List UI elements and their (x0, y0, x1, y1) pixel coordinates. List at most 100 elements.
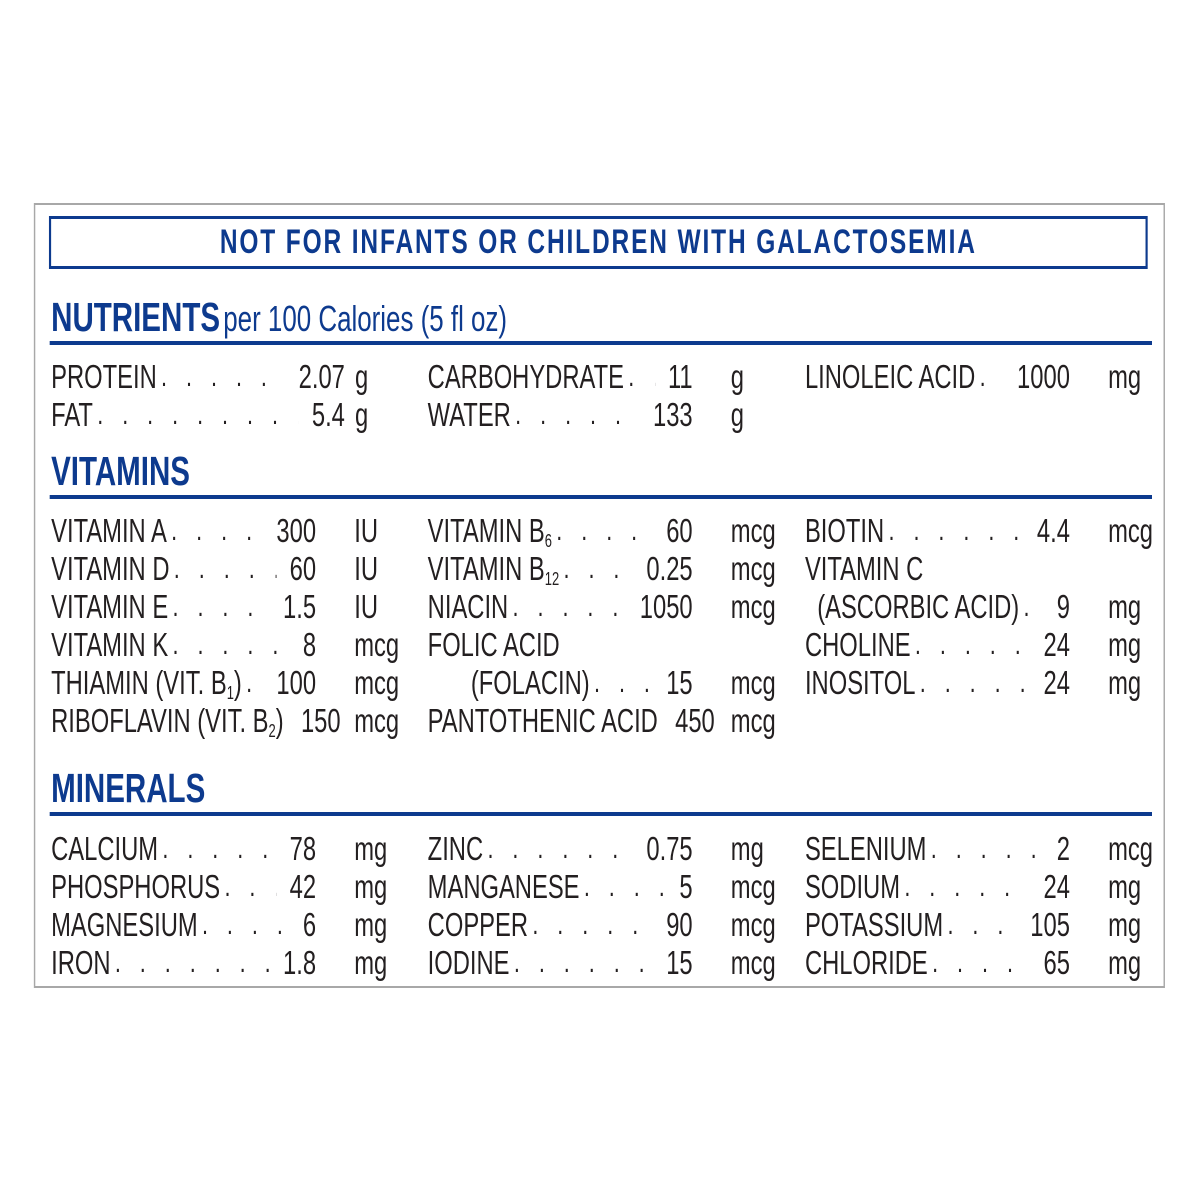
nutrient-name: LINOLEIC ACID (805, 358, 975, 396)
nutrient-unit: g (354, 358, 369, 395)
section-heading-vitamins: VITAMINS (51, 449, 190, 493)
nutrient-name-text: THIAMIN (VIT. B (51, 664, 227, 701)
dot-leader (162, 830, 276, 868)
nutrient-amount: 0.25 (646, 550, 693, 587)
nutrient-name-text: MANGANESE (427, 868, 580, 905)
nutrient-row: COPPER 90 mcg (428, 906, 802, 944)
dot-leader (915, 626, 1031, 664)
nutrient-name: VITAMIN E (51, 588, 168, 626)
dot-leader (888, 512, 1023, 550)
nutrient-amount: 15 (666, 664, 693, 701)
nutrient-name-text: COPPER (427, 906, 529, 943)
nutrient-row: POTASSIUM 105 mg (805, 906, 1179, 944)
section-divider (49, 341, 1152, 345)
section-title: MINERALS (51, 765, 206, 811)
nutrient-unit: mcg (730, 588, 776, 625)
subscript: 12 (544, 569, 560, 589)
nutrient-name-text: NIACIN (427, 588, 509, 625)
subscript: 1 (226, 683, 234, 703)
nutrient-name-text: VITAMIN E (51, 588, 169, 625)
nutrient-name: ZINC (428, 830, 483, 868)
nutrient-row: ZINC 0.75 mg (428, 830, 802, 868)
nutrient-unit: mg (1108, 868, 1142, 905)
dot-leader (980, 358, 1004, 396)
nutrient-name: VITAMIN D (51, 550, 169, 588)
nutrient-row: CHLORIDE 65 mg (805, 944, 1179, 982)
nutrient-name: VITAMIN B6 (428, 512, 552, 550)
nutrient-row: VITAMIN D 60 IU (51, 550, 425, 588)
nutrient-name-text: LINOLEIC ACID (804, 358, 976, 395)
nutrient-row: CHOLINE 24 mg (805, 626, 1179, 664)
nutrient-unit: mcg (730, 868, 776, 905)
nutrient-name-text: CALCIUM (51, 830, 159, 867)
nutrient-unit: IU (354, 512, 378, 549)
nutrient-row: VITAMIN C (805, 550, 1179, 588)
nutrient-amount: 24 (1043, 626, 1070, 663)
dot-leader (563, 550, 633, 588)
nutrient-name: RIBOFLAVIN (VIT. B2) (51, 702, 284, 740)
subscript: 2 (268, 721, 276, 741)
nutrient-name-text: SODIUM (804, 868, 901, 905)
nutrient-name: BIOTIN (805, 512, 884, 550)
nutrient-name-text: FOLIC ACID (427, 626, 560, 663)
dot-leader (532, 906, 653, 944)
subscript: 6 (544, 531, 552, 551)
nutrient-row: SODIUM 24 mg (805, 868, 1179, 906)
nutrient-amount: 60 (666, 512, 693, 549)
nutrient-unit: mcg (730, 512, 776, 549)
dot-leader (1024, 588, 1044, 626)
dot-leader (97, 396, 299, 434)
nutrients-column-3: LINOLEIC ACID 1000 mg (805, 358, 1179, 396)
nutrient-amount: 5.4 (311, 396, 345, 433)
nutrient-name-text: VITAMIN B (427, 512, 545, 549)
nutrient-row: MANGANESE 5 mcg (428, 868, 802, 906)
nutrient-unit: mcg (354, 626, 400, 663)
nutrient-unit: mg (1108, 588, 1142, 625)
nutrient-amount: 42 (289, 868, 317, 905)
section-title: NUTRIENTS (51, 294, 221, 340)
dot-leader (515, 396, 640, 434)
dot-leader (246, 664, 263, 702)
section-heading-minerals: MINERALS (51, 766, 205, 810)
nutrient-unit: mcg (730, 944, 776, 981)
nutrient-row: FAT 5.4 g (51, 396, 425, 434)
nutrient-name-suffix: ) (233, 664, 242, 701)
nutrient-amount: 2 (1056, 830, 1070, 867)
warning-text: NOT FOR INFANTS OR CHILDREN WITH GALACTO… (219, 223, 977, 261)
nutrient-row: INOSITOL 24 mg (805, 664, 1179, 702)
nutrient-amount: 0.75 (646, 830, 693, 867)
nutrient-amount: 15 (666, 944, 693, 981)
nutrient-name-text: CHLORIDE (804, 944, 928, 981)
dot-leader (202, 906, 290, 944)
nutrient-name: IODINE (428, 944, 510, 982)
nutrient-name-text: POTASSIUM (804, 906, 944, 943)
dot-leader (513, 588, 627, 626)
nutrient-name: POTASSIUM (805, 906, 943, 944)
minerals-column-1: CALCIUM78mgPHOSPHORUS42mgMAGNESIUM6mgIRO… (51, 830, 425, 982)
section-heading-nutrients: NUTRIENTS per 100 Calories (5 fl oz) (51, 295, 507, 339)
nutrient-unit: mcg (730, 702, 776, 739)
nutrient-row: CALCIUM 78 mg (51, 830, 425, 868)
nutrient-row: VITAMIN B12 0.25 mcg (428, 550, 802, 588)
nutrient-name: FAT (51, 396, 93, 434)
nutrient-row: NIACIN 1050 mcg (428, 588, 802, 626)
nutrient-name: VITAMIN A (51, 512, 167, 550)
nutrient-row: RIBOFLAVIN (VIT. B2) 150 mcg (51, 702, 425, 740)
nutrient-unit: IU (354, 550, 378, 587)
nutrient-name-text: BIOTIN (804, 512, 885, 549)
dot-leader (947, 906, 1017, 944)
dot-leader (224, 868, 276, 906)
nutrient-unit: mg (1108, 358, 1142, 395)
nutrient-amount: 1.8 (283, 944, 317, 981)
nutrient-row: VITAMIN A 300 IU (51, 512, 425, 550)
nutrients-column-1: PROTEIN 2.07g FAT 5.4 g (51, 358, 425, 434)
nutrient-name: VITAMIN B12 (428, 550, 559, 588)
nutrient-row: (FOLACIN) 15 mcg (428, 664, 802, 702)
section-divider (49, 495, 1152, 499)
nutrient-amount: 2.07 (298, 358, 345, 395)
nutrient-amount: 1000 (1017, 358, 1070, 395)
nutrient-amount: 1050 (639, 588, 693, 625)
nutrient-unit: mcg (1108, 830, 1153, 867)
